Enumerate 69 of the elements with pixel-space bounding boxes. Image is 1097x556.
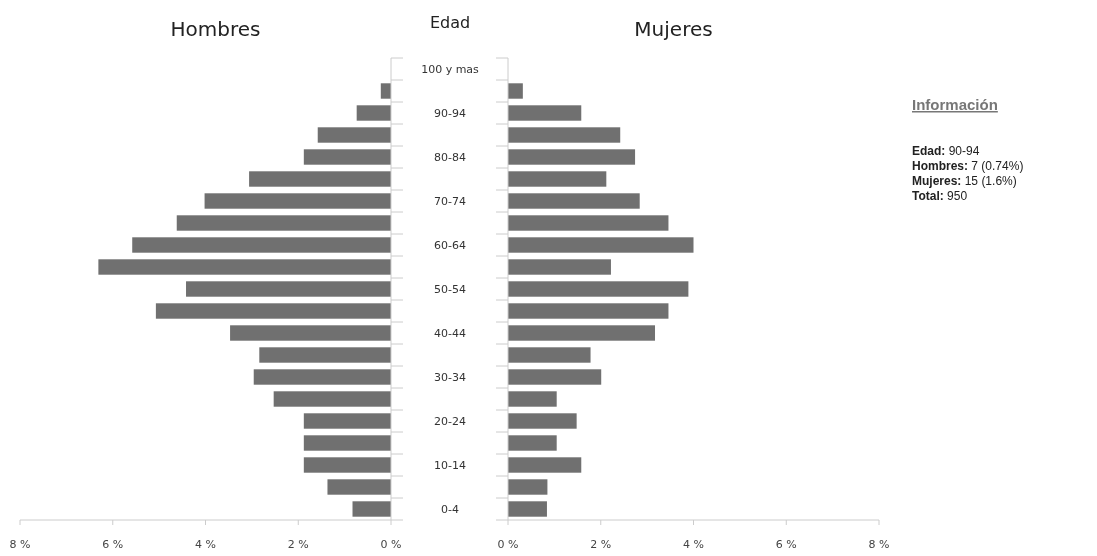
- bar: [303, 457, 391, 473]
- y-tick-label: 50-54: [434, 283, 466, 296]
- bar: [508, 303, 669, 319]
- x-tick-label: 2 %: [590, 538, 612, 551]
- text: Total: 950: [912, 189, 968, 203]
- bar: [303, 149, 391, 165]
- bar: [508, 457, 582, 473]
- bar: [98, 259, 391, 275]
- y-tick-label: 40-44: [434, 327, 466, 340]
- bar: [230, 325, 391, 341]
- bar: [303, 413, 391, 429]
- bar: [176, 215, 391, 231]
- bar: [155, 303, 391, 319]
- y-tick-label: 30-34: [434, 371, 466, 384]
- bar: [356, 105, 391, 121]
- text: Información: [912, 96, 998, 113]
- bar: [352, 501, 391, 517]
- bar: [508, 259, 611, 275]
- bar: [508, 347, 591, 363]
- chart-title: Mujeres: [634, 17, 713, 41]
- x-tick-label: 8 %: [9, 538, 31, 551]
- bar: [303, 435, 391, 451]
- bar: [132, 237, 391, 253]
- bar: [253, 369, 391, 385]
- x-tick-label: 4 %: [195, 538, 216, 551]
- bar: [327, 479, 391, 495]
- bar: [508, 193, 640, 209]
- y-tick-label: 20-24: [434, 415, 466, 428]
- bar: [508, 127, 621, 143]
- bar: [508, 479, 548, 495]
- chart-title: Hombres: [170, 17, 261, 41]
- bar: [508, 325, 656, 341]
- bar: [508, 237, 694, 253]
- x-tick-label: 8 %: [868, 538, 890, 551]
- bar: [508, 435, 557, 451]
- bar: [317, 127, 391, 143]
- y-axis-title: Edad: [429, 13, 471, 32]
- bar: [259, 347, 391, 363]
- bar: [380, 83, 391, 99]
- x-tick-label: 6 %: [102, 538, 124, 551]
- bar: [508, 171, 607, 187]
- x-tick-label: 0 %: [380, 538, 402, 551]
- bar: [204, 193, 391, 209]
- text: Edad: 90-94: [912, 144, 980, 158]
- y-tick-label: 90-94: [434, 107, 466, 120]
- bar: [508, 281, 689, 297]
- bar: [249, 171, 391, 187]
- bar: [273, 391, 391, 407]
- text: Hombres: 7 (0.74%): [912, 159, 1024, 173]
- bar: [508, 215, 669, 231]
- y-tick-label: 0-4: [441, 503, 459, 516]
- bar: [508, 501, 547, 517]
- y-tick-label: 10-14: [434, 459, 466, 472]
- x-tick-label: 4 %: [683, 538, 704, 551]
- y-tick-label: 80-84: [434, 151, 466, 164]
- text: Mujeres: 15 (1.6%): [912, 174, 1017, 188]
- y-tick-label: 100 y mas: [421, 63, 480, 76]
- y-tick-label: 70-74: [434, 195, 466, 208]
- bar: [508, 369, 602, 385]
- y-tick-label: 60-64: [434, 239, 466, 252]
- x-tick-label: 0 %: [497, 538, 519, 551]
- x-tick-label: 2 %: [287, 538, 309, 551]
- bar: [186, 281, 391, 297]
- x-tick-label: 6 %: [775, 538, 797, 551]
- bar: [508, 413, 577, 429]
- bar: [508, 149, 636, 165]
- bar: [508, 391, 557, 407]
- bar: [508, 83, 523, 99]
- bar: [508, 105, 582, 121]
